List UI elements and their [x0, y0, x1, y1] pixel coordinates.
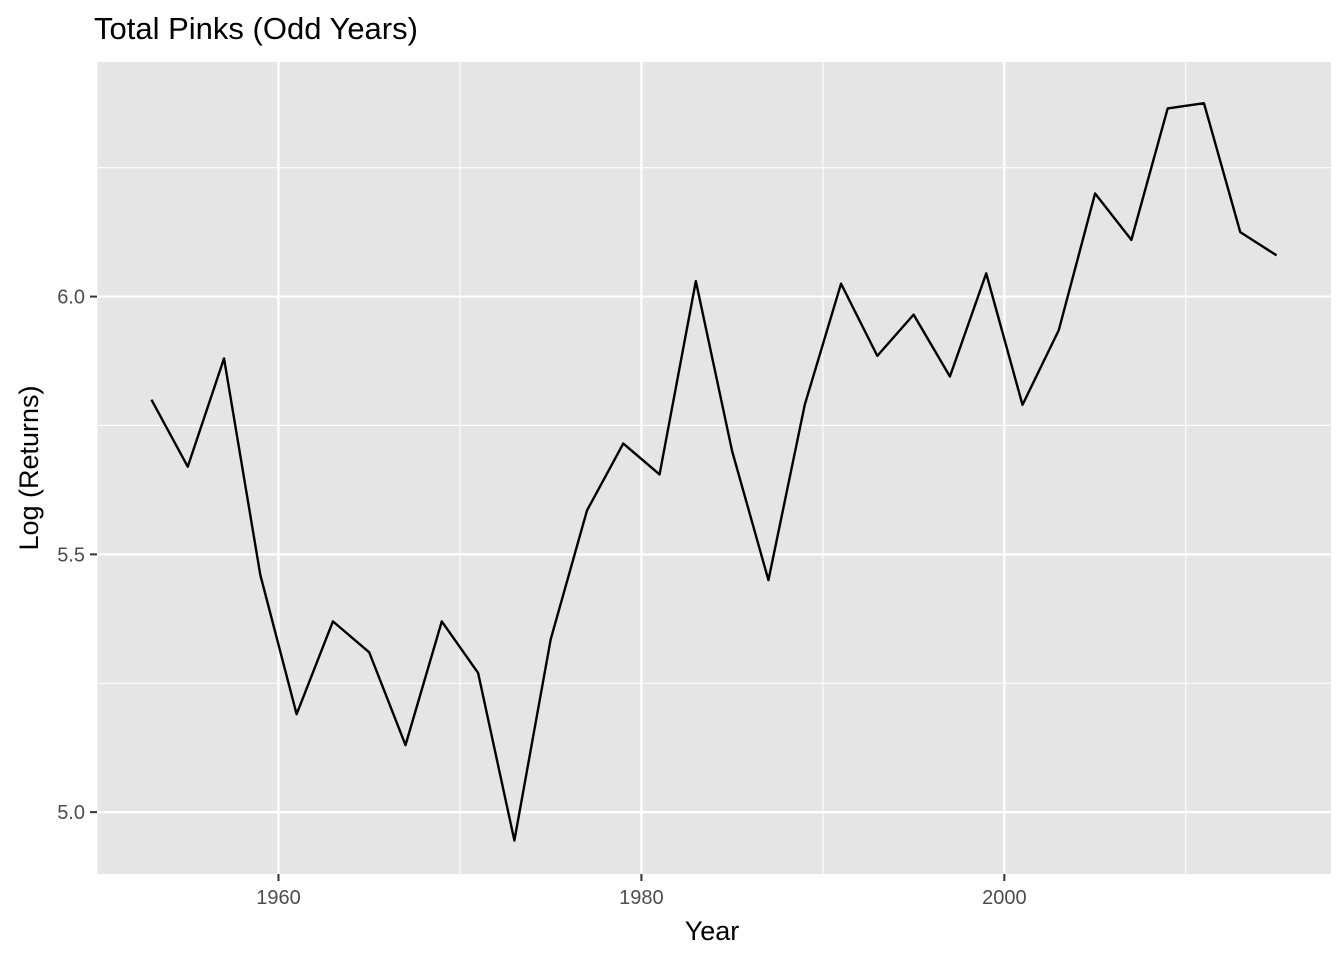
y-tick-label: 5.0: [57, 802, 85, 824]
y-axis-title: Log (Returns): [14, 385, 44, 550]
y-tick-label: 5.5: [57, 544, 85, 566]
major-gridlines: [97, 62, 1331, 874]
x-tick-label: 1960: [256, 887, 301, 909]
x-tick-label: 1980: [619, 887, 664, 909]
chart-title: Total Pinks (Odd Years): [94, 11, 418, 46]
y-axis: 5.0 5.5 6.0: [57, 287, 97, 824]
plot-panel: [97, 62, 1331, 874]
y-tick-label: 6.0: [57, 287, 85, 309]
series-line: [150, 102, 1278, 842]
x-tick-label: 2000: [982, 887, 1027, 909]
x-axis: 1960 1980 2000: [256, 874, 1027, 909]
x-axis-title: Year: [685, 916, 740, 946]
minor-gridlines: [96, 62, 1331, 874]
